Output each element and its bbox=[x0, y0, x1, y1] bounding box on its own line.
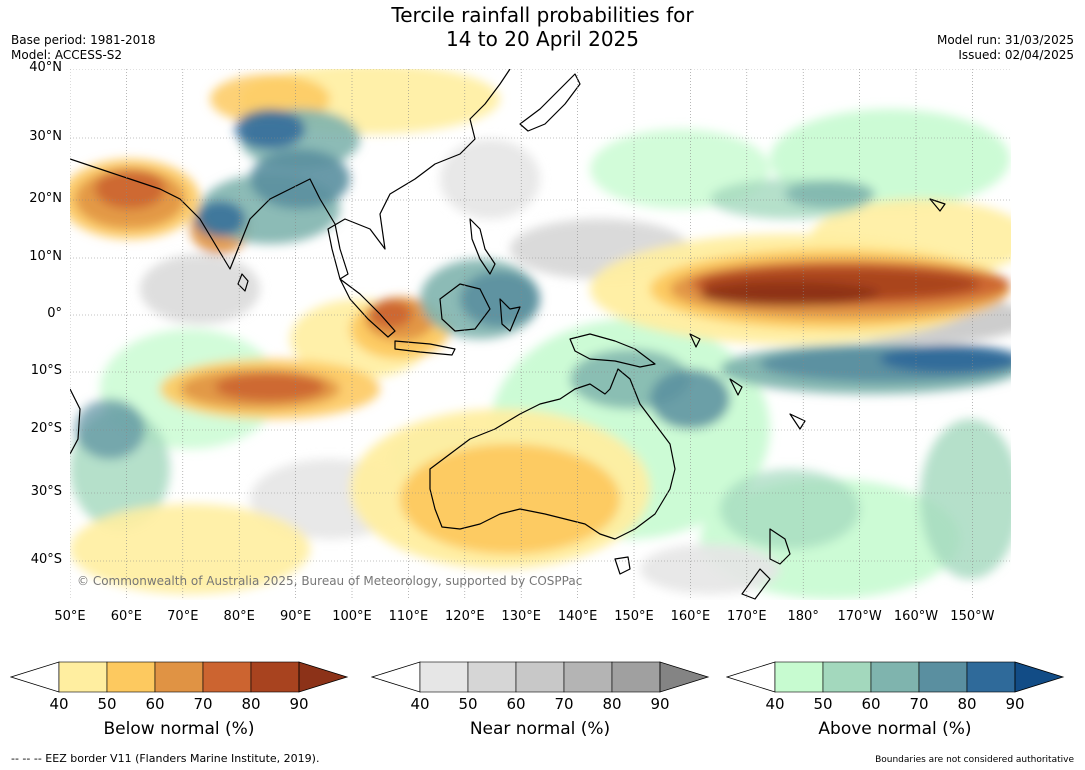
longitude-label: 160°E bbox=[670, 609, 711, 624]
colorbar-tick-label: 50 bbox=[813, 695, 833, 713]
colorbar-tick-label: 70 bbox=[554, 695, 574, 713]
colorbar-tick-label: 50 bbox=[458, 695, 478, 713]
colorbar-tick-label: 90 bbox=[1005, 695, 1025, 713]
colorbar-segment bbox=[106, 661, 156, 693]
title-line-1: Tercile rainfall probabilities for bbox=[391, 3, 694, 27]
longitude-label: 60°E bbox=[110, 609, 143, 624]
latitude-label: 40°N bbox=[29, 60, 62, 75]
longitude-label: 130°E bbox=[501, 609, 541, 624]
longitude-label: 160°W bbox=[893, 609, 939, 624]
issued-date-text: Issued: 02/04/2025 bbox=[958, 48, 1074, 62]
longitude-label: 120°E bbox=[445, 609, 485, 624]
colorbar-tick-label: 90 bbox=[650, 695, 670, 713]
colorbar-segment bbox=[774, 661, 824, 693]
latitude-label: 20°S bbox=[30, 421, 62, 436]
colorbar-segment bbox=[58, 661, 108, 693]
colorbar-high-extension bbox=[298, 661, 349, 693]
colorbar-low-extension bbox=[371, 661, 421, 693]
above-normal-colorbar bbox=[726, 661, 1065, 693]
run-info: Model run: 31/03/2025 Issued: 02/04/2025 bbox=[937, 33, 1074, 63]
colorbar-tick-label: 50 bbox=[97, 695, 117, 713]
longitude-label: 50°E bbox=[54, 609, 86, 624]
longitude-label: 150°E bbox=[614, 609, 654, 624]
colorbar-tick-label: 90 bbox=[289, 695, 309, 713]
colorbar-high-extension bbox=[659, 661, 710, 693]
longitude-label: 140°E bbox=[557, 609, 598, 624]
colorbar-low-extension bbox=[726, 661, 776, 693]
map-title: Tercile rainfall probabilities for 14 to… bbox=[0, 3, 1085, 51]
colorbar-segment bbox=[870, 661, 920, 693]
copyright-notice: © Commonwealth of Australia 2025, Bureau… bbox=[77, 574, 583, 588]
latitude-label: 30°N bbox=[29, 129, 62, 144]
coastlines-outline bbox=[70, 69, 946, 600]
base-period-text: Base period: 1981-2018 bbox=[11, 33, 156, 47]
model-name-text: Model: ACCESS-S2 bbox=[11, 48, 123, 62]
colorbar-segment bbox=[419, 661, 469, 693]
graticule bbox=[70, 69, 1011, 600]
colorbar-segment bbox=[515, 661, 565, 693]
longitude-label: 100°E bbox=[332, 609, 372, 624]
latitude-label: 10°N bbox=[29, 249, 62, 264]
colorbar-segment bbox=[154, 661, 204, 693]
colorbar-tick-label: 40 bbox=[410, 695, 430, 713]
longitude-label: 70°E bbox=[167, 609, 199, 624]
latitude-label: 30°S bbox=[30, 484, 62, 499]
colorbar-high-extension bbox=[1014, 661, 1065, 693]
below-normal-label: Below normal (%) bbox=[103, 719, 255, 739]
colorbar-tick-label: 80 bbox=[957, 695, 977, 713]
colorbar-tick-label: 80 bbox=[602, 695, 622, 713]
near-normal-colorbar bbox=[371, 661, 710, 693]
colorbar-segment bbox=[918, 661, 968, 693]
colorbar-segment bbox=[822, 661, 872, 693]
longitude-label: 90°E bbox=[279, 609, 312, 624]
colorbar-tick-label: 60 bbox=[506, 695, 526, 713]
colorbar-tick-label: 70 bbox=[909, 695, 929, 713]
latitude-label: 40°S bbox=[30, 552, 62, 567]
near-normal-label: Near normal (%) bbox=[469, 719, 611, 739]
longitude-label: 80°E bbox=[223, 609, 255, 624]
colorbar-tick-label: 60 bbox=[145, 695, 165, 713]
rainfall-probability-map bbox=[70, 69, 1011, 600]
colorbar-low-extension bbox=[10, 661, 60, 693]
longitude-label: 170°W bbox=[837, 609, 882, 624]
colorbar-segment bbox=[611, 661, 661, 693]
colorbar-tick-label: 70 bbox=[193, 695, 213, 713]
colorbar-tick-label: 40 bbox=[49, 695, 69, 713]
model-run-text: Model run: 31/03/2025 bbox=[936, 33, 1074, 47]
colorbar-segment bbox=[250, 661, 300, 693]
colorbar-tick-label: 60 bbox=[861, 695, 881, 713]
boundaries-disclaimer: Boundaries are not considered authoritat… bbox=[875, 755, 1074, 765]
latitude-label: 10°S bbox=[30, 363, 62, 378]
latitude-label: 20°N bbox=[29, 191, 62, 206]
colorbar-tick-label: 40 bbox=[765, 695, 785, 713]
longitude-label: 110°E bbox=[388, 609, 429, 624]
colorbar-segment bbox=[202, 661, 252, 693]
longitude-label: 150°W bbox=[950, 609, 995, 624]
colorbar-segment bbox=[966, 661, 1016, 693]
longitude-label: 170°E bbox=[727, 609, 767, 624]
latitude-label: 0° bbox=[47, 306, 62, 321]
colorbar-tick-label: 80 bbox=[241, 695, 261, 713]
below-normal-colorbar bbox=[10, 661, 349, 693]
above-normal-label: Above normal (%) bbox=[818, 719, 972, 739]
model-info: Base period: 1981-2018 Model: ACCESS-S2 bbox=[11, 33, 156, 63]
longitude-label: 180° bbox=[787, 609, 819, 624]
title-line-2: 14 to 20 April 2025 bbox=[445, 27, 640, 51]
colorbar-segment bbox=[563, 661, 613, 693]
probability-field bbox=[70, 69, 1011, 599]
eez-border-note: -- -- -- EEZ border V11 (Flanders Marine… bbox=[11, 752, 320, 765]
colorbar-segment bbox=[467, 661, 517, 693]
